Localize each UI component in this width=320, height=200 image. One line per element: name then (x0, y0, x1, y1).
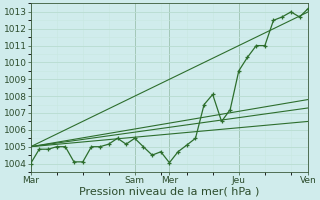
X-axis label: Pression niveau de la mer( hPa ): Pression niveau de la mer( hPa ) (79, 187, 260, 197)
